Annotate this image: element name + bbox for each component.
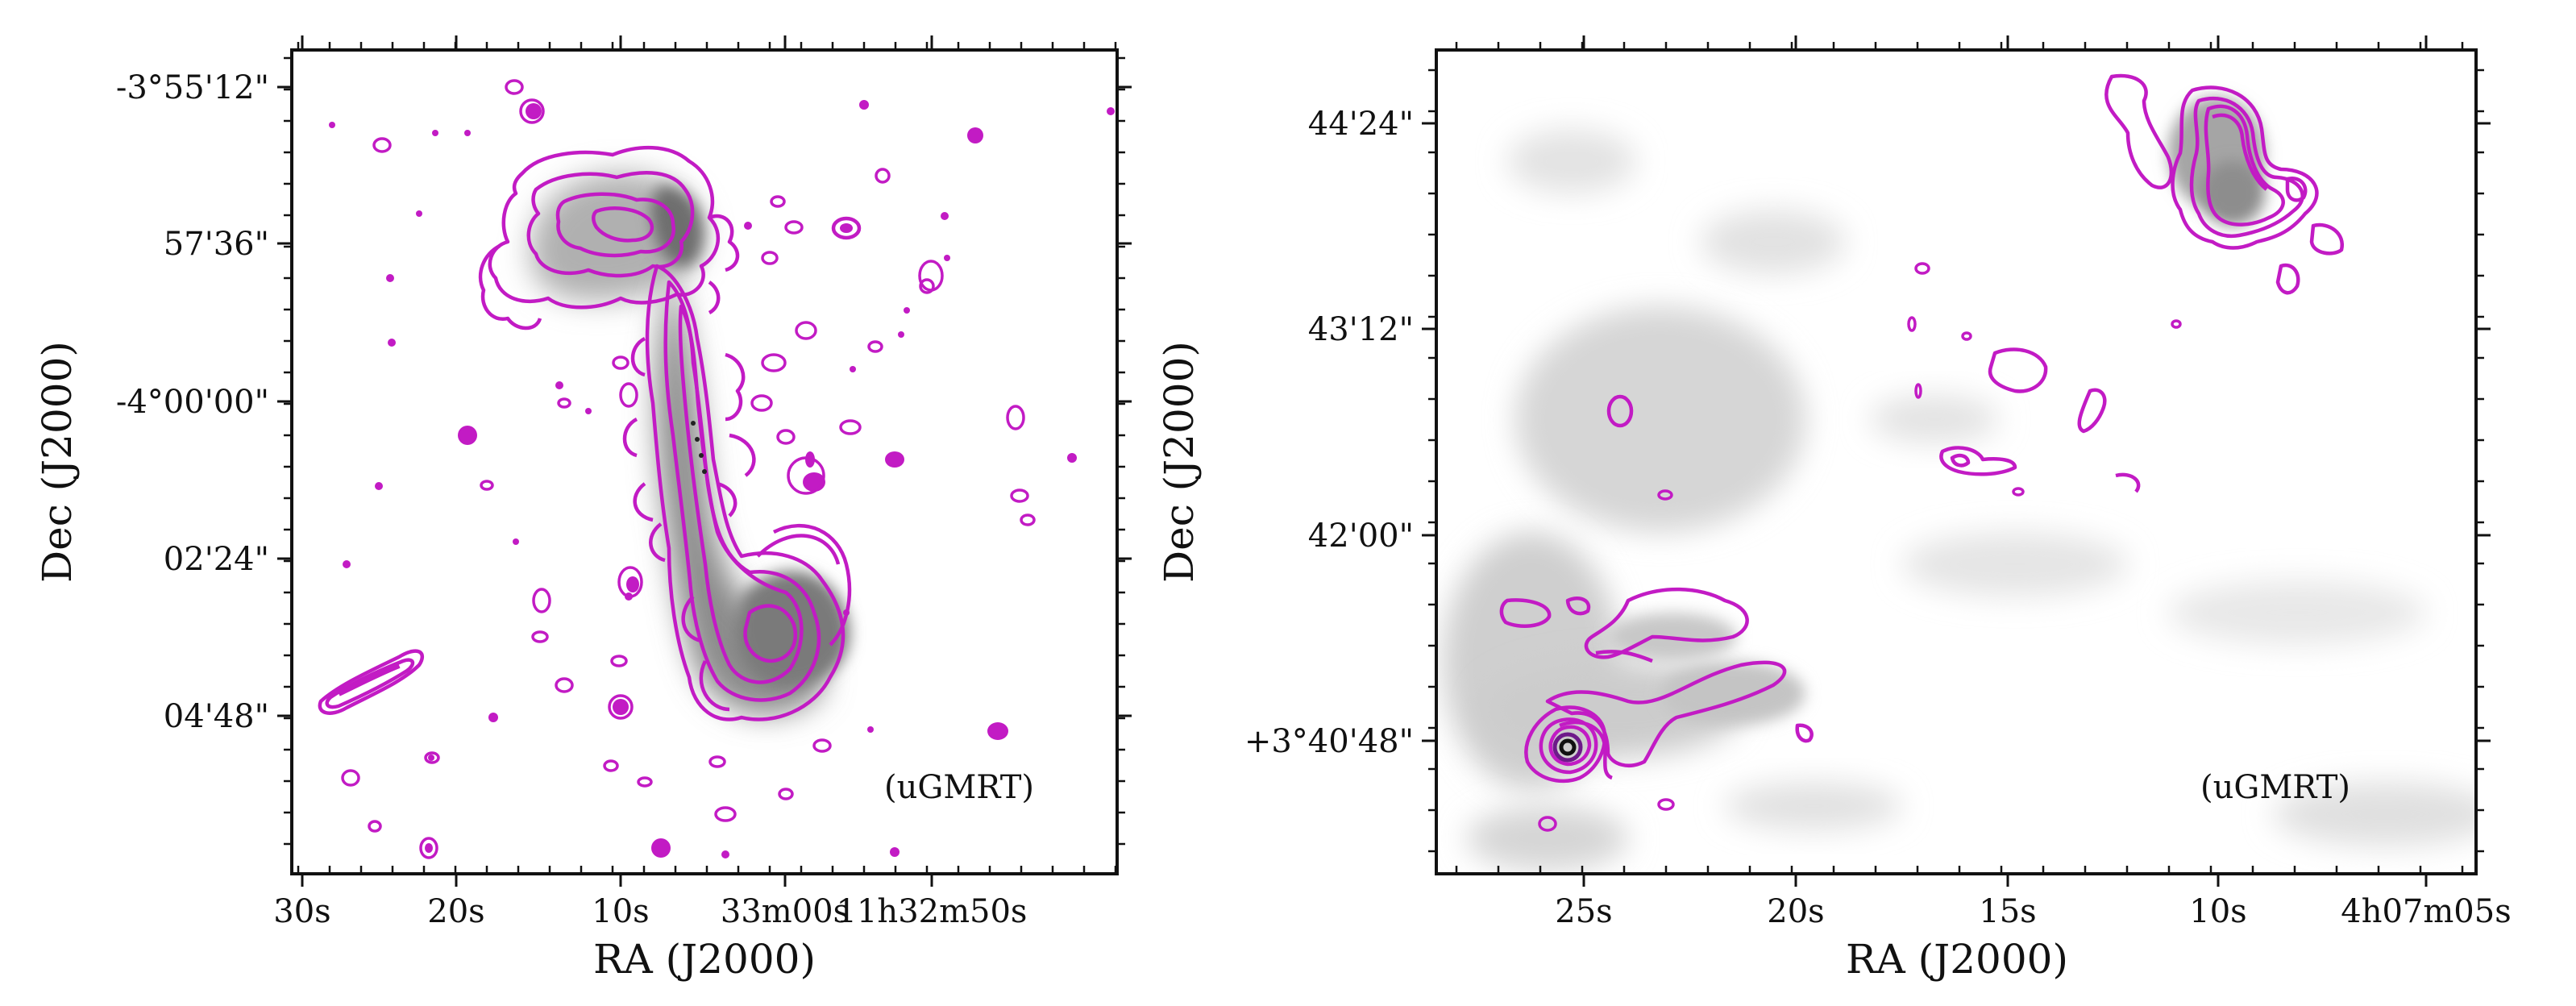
y-tick-label: -3°55'12" <box>116 69 269 106</box>
right-axis-ticks: 25s 20s 15s 10s 4h07m05s 44'24" 43'12" 42'00" +3… <box>1244 35 2512 930</box>
right-plot-frame <box>1435 48 2478 875</box>
right-contours <box>1499 73 2345 832</box>
left-y-axis-title: Dec (J2000) <box>34 341 81 583</box>
left-annotation: (uGMRT) <box>884 769 1034 806</box>
y-tick-label: +3°40'48" <box>1244 723 1414 760</box>
x-tick-label: 20s <box>427 893 484 930</box>
x-tick-label: 15s <box>1979 893 2036 930</box>
left-x-axis-title: RA (J2000) <box>593 936 816 983</box>
x-tick-label: 20s <box>1767 893 1824 930</box>
y-tick-label: 57'36" <box>164 226 269 263</box>
y-tick-label: -4°00'00" <box>116 384 269 421</box>
left-plot-frame <box>290 48 1119 875</box>
x-tick-label: 30s <box>273 893 330 930</box>
x-tick-label: 11h32m50s <box>837 893 1028 930</box>
y-tick-label: 44'24" <box>1308 106 1414 143</box>
right-annotation: (uGMRT) <box>2200 769 2350 806</box>
left-contours <box>478 145 852 721</box>
x-tick-label: 25s <box>1555 893 1612 930</box>
right-panel: 25s 20s 15s 10s 4h07m05s 44'24" 43'12" 42'00" +3… <box>1156 35 2512 983</box>
x-tick-label: 10s <box>2189 893 2246 930</box>
left-noise-contours <box>318 79 1115 859</box>
y-tick-label: 42'00" <box>1308 518 1414 555</box>
right-grayscale-image <box>1443 97 2476 871</box>
x-tick-label: 4h07m05s <box>2341 893 2511 930</box>
x-tick-label: 10s <box>592 893 649 930</box>
right-y-axis-title: Dec (J2000) <box>1156 341 1203 583</box>
x-tick-label: 33m00s <box>721 893 850 930</box>
y-tick-label: 02'24" <box>164 541 269 578</box>
y-tick-label: 43'12" <box>1308 311 1414 348</box>
right-x-axis-title: RA (J2000) <box>1846 936 2068 983</box>
y-tick-label: 04'48" <box>164 698 269 735</box>
